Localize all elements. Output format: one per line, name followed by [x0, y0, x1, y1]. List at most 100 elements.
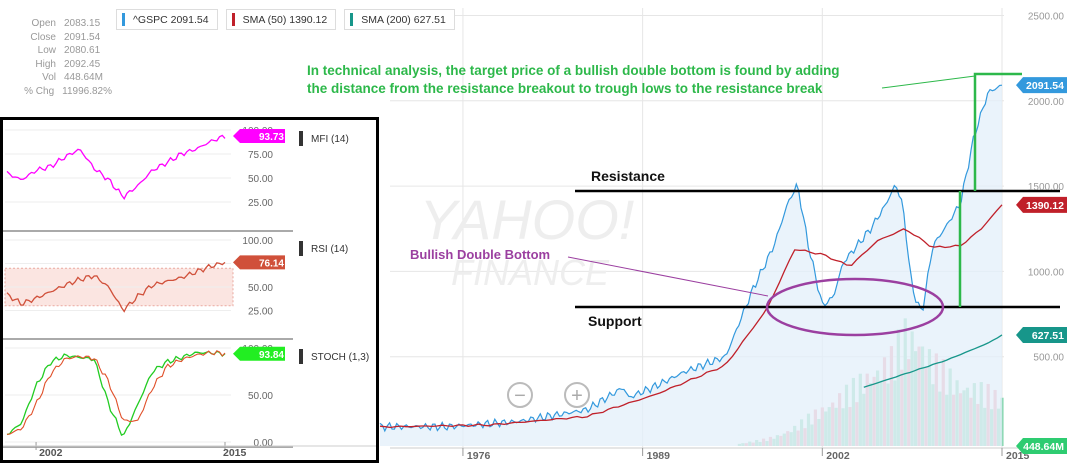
y-tick-label: 500.00: [1033, 353, 1064, 364]
volume-tag-text: 448.64M: [1023, 441, 1064, 453]
x-axis: 1976 1989 2002 2015: [462, 448, 1030, 462]
ind-y-tick: 50.00: [248, 283, 273, 294]
x-tick-label: 1976: [467, 450, 491, 462]
double-bottom-ellipse: [765, 277, 945, 337]
watermark: YAHOO! FINANCE: [420, 188, 635, 293]
indicator-label-swatch: [299, 349, 303, 364]
price-tag: 2091.54: [1016, 77, 1067, 94]
stat-value: 448.64M: [64, 72, 103, 83]
stat-value: 2080.61: [64, 45, 101, 56]
ind-x-tick-label: 2015: [223, 447, 247, 459]
resistance-label: Resistance: [591, 168, 665, 184]
price-tag-shape: [1016, 77, 1067, 94]
legend-item-sma50[interactable]: SMA (50) 1390.12: [225, 9, 337, 30]
value-tags: 2091.54 1390.12 627.51 448.64M: [1016, 77, 1067, 454]
indicator-line: [6, 261, 226, 313]
x-tick-label: 2002: [826, 450, 850, 462]
stat-row-close: Close 2091.54: [8, 31, 112, 45]
indicator-line: [6, 350, 226, 436]
sma50-tag: 1390.12: [1016, 196, 1067, 213]
legend-swatch: [122, 13, 125, 26]
volume-tag-shape: [1016, 438, 1067, 454]
sma50-tag-text: 1390.12: [1026, 200, 1064, 212]
indicator-value-text: 93.73: [259, 132, 284, 143]
support-label: Support: [588, 313, 642, 329]
indicator-value-text: 93.84: [259, 350, 284, 361]
zoom-out-button[interactable]: −: [507, 382, 533, 408]
ind-y-tick: 100.00: [242, 236, 273, 247]
legend-item-sma200[interactable]: SMA (200) 627.51: [344, 9, 455, 30]
stat-row-open: Open 2083.15: [8, 17, 112, 31]
price-area: [380, 85, 1002, 446]
indicator-label: RSI (14): [311, 244, 348, 255]
legend-swatch: [350, 13, 354, 26]
stat-label: Open: [31, 18, 56, 29]
stat-label: Vol: [42, 72, 56, 83]
legend-text: ^GSPC 2091.54: [133, 13, 209, 26]
ind-y-tick: 75.00: [248, 150, 273, 161]
stat-label: High: [35, 58, 56, 70]
legend-item-gspc[interactable]: ^GSPC 2091.54: [116, 9, 218, 30]
svg-text:YAHOO!: YAHOO!: [420, 188, 635, 251]
stat-value: 11996.82%: [62, 85, 112, 97]
y-tick-label: 2500.00: [1028, 12, 1065, 23]
y-tick-label: 1500.00: [1028, 182, 1065, 193]
ind-x-tick-label: 2002: [39, 447, 63, 459]
volume-tag: 448.64M: [1016, 438, 1067, 454]
indicator-value-tag: [233, 255, 285, 270]
sma200-tag: 627.51: [1016, 326, 1067, 343]
stoch-d-line: [6, 350, 226, 435]
annotation-text: In technical analysis, the target price …: [307, 62, 840, 98]
y-axis: 2500.00 2000.00 1500.00 1000.00 500.00: [1028, 12, 1065, 364]
legend-text: SMA (50) 1390.12: [242, 13, 328, 26]
sma50-line: [379, 204, 1003, 429]
sma200-tag-text: 627.51: [1032, 330, 1064, 342]
stat-label: Low: [37, 45, 56, 56]
annotation-line-1: In technical analysis, the target price …: [307, 63, 840, 78]
target-bracket: [973, 72, 1022, 191]
sma200-tag-shape: [1016, 326, 1067, 343]
indicator-value-tag: [233, 346, 285, 361]
ind-y-tick: 50.00: [248, 391, 273, 402]
indicator-label: MFI (14): [311, 134, 349, 145]
sma50-tag-shape: [1016, 196, 1067, 213]
stat-row-vol: Vol 448.64M: [8, 71, 112, 85]
stat-label: % Chg: [24, 85, 55, 97]
zoom-in-button[interactable]: +: [564, 382, 590, 408]
ind-y-tick: 25.00: [248, 307, 273, 318]
double-bottom-leader: [567, 256, 769, 297]
indicator-value-text: 76.14: [259, 258, 284, 269]
stat-row-high: High 2092.45: [8, 58, 112, 72]
indicator-value-tag: [233, 129, 285, 144]
indicator-label-swatch: [299, 131, 303, 146]
svg-text:FINANCE: FINANCE: [451, 252, 610, 293]
y-tick-label: 2000.00: [1028, 97, 1065, 108]
indicator-line: [6, 134, 226, 201]
x-tick-label: 1989: [647, 450, 671, 462]
stat-row-low: Low 2080.61: [8, 44, 112, 58]
ind-y-tick: 25.00: [248, 198, 273, 209]
ind-y-tick: 50.00: [248, 174, 273, 185]
sma200-line: [863, 334, 1003, 388]
stat-value: 2092.45: [64, 58, 101, 70]
indicator-label-swatch: [299, 241, 303, 256]
y-tick-label: 1000.00: [1028, 267, 1065, 278]
indicator-label: STOCH (1,3): [311, 352, 369, 363]
annotation-leader: [881, 75, 976, 89]
stat-value: 2083.15: [64, 18, 101, 29]
ohlc-stats: Open 2083.15 Close 2091.54 Low 2080.61 High…: [8, 17, 112, 98]
series-legend: ^GSPC 2091.54 SMA (50) 1390.12 SMA (200)…: [116, 9, 455, 30]
double-bottom-label: Bullish Double Bottom: [410, 247, 551, 262]
legend-text: SMA (200) 627.51: [361, 13, 446, 26]
annotation-line-2: the distance from the resistance breakou…: [307, 81, 823, 96]
ind-y-tick: 0.00: [254, 438, 274, 449]
stat-value: 2091.54: [64, 31, 101, 43]
stat-row-chg: % Chg 11996.82%: [8, 85, 112, 99]
price-tag-text: 2091.54: [1026, 80, 1064, 92]
legend-swatch: [231, 13, 235, 26]
